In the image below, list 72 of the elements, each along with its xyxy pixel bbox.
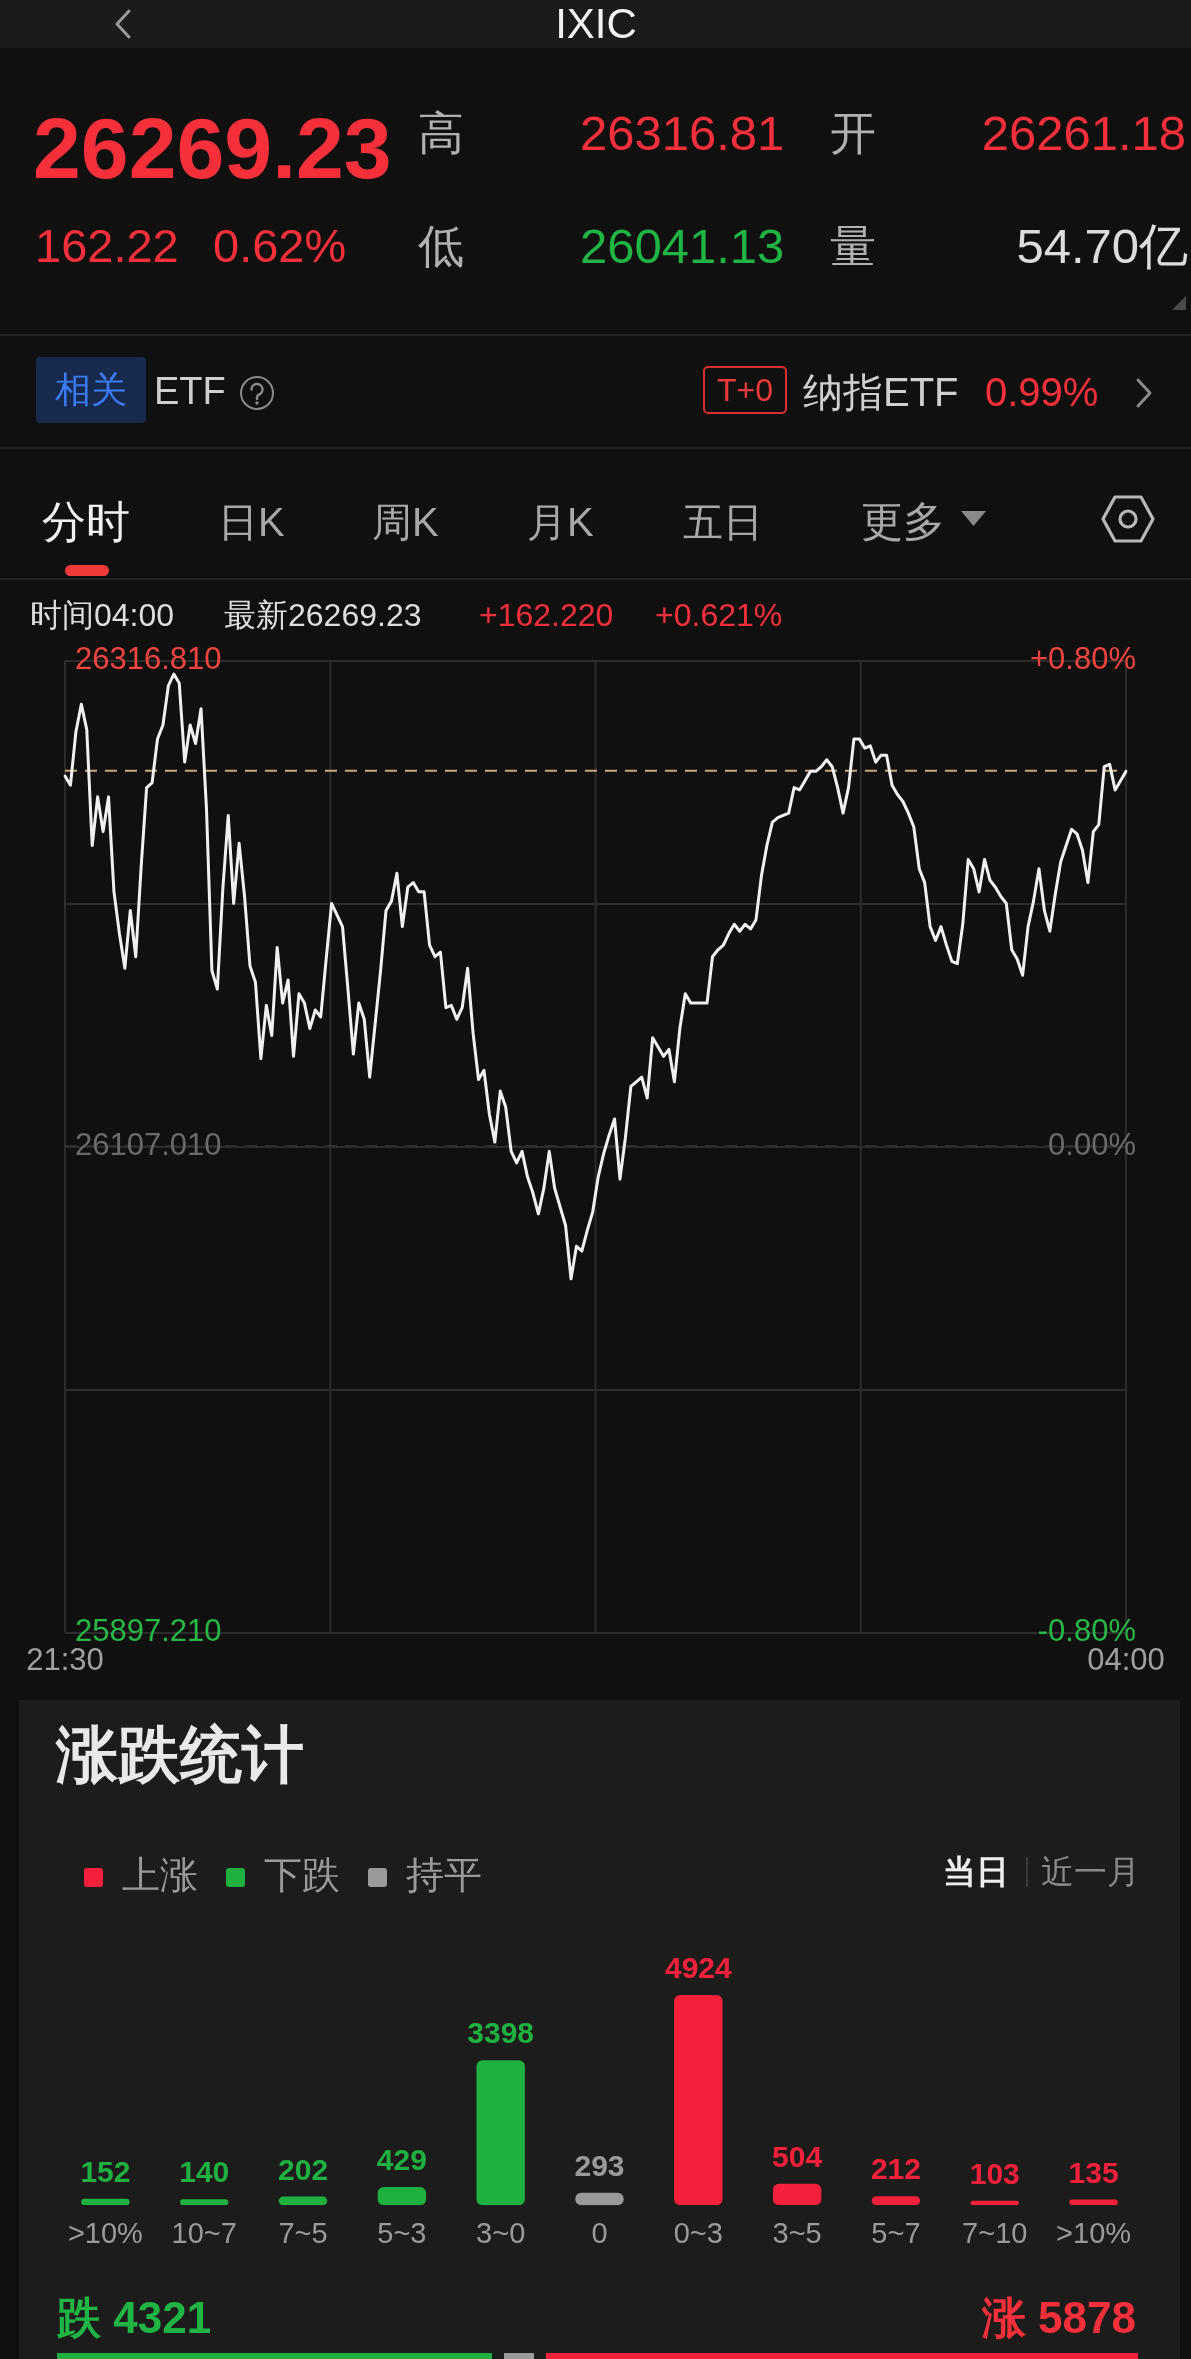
x-tick-label: 7~10 (962, 2216, 1028, 2249)
text: 高 (418, 106, 464, 160)
text: 当日 (943, 1853, 1009, 1891)
text: 低 (418, 219, 464, 273)
data-label: 152 (80, 2154, 131, 2188)
data-label: 429 (376, 2143, 427, 2177)
text: 时间04:00 (30, 596, 175, 634)
data-label: 103 (969, 2157, 1020, 2191)
text: 纳指ETF (803, 369, 959, 415)
text: 相关 (55, 369, 127, 411)
text: 量 (830, 219, 876, 273)
x-tick-label: 3~5 (772, 2216, 822, 2249)
text: 26316.81 (580, 104, 785, 162)
legend-label: 上涨 (122, 1853, 198, 1896)
x-tick-label: 10~7 (171, 2216, 237, 2249)
data-label: 202 (278, 2152, 329, 2186)
text: IXIC (555, 0, 637, 49)
data-label: 135 (1068, 2155, 1119, 2189)
bar (674, 1995, 723, 2206)
x-tick-label: >10% (1056, 2216, 1132, 2249)
text: 54.70亿 (1016, 217, 1188, 275)
text: 跌 4321 (57, 2292, 212, 2344)
text: 0.99% (985, 369, 1099, 415)
x-tick-label: >10% (67, 2216, 143, 2249)
bar (575, 2192, 624, 2206)
x-tick-label: 0 (591, 2216, 608, 2249)
text: 日K (218, 499, 285, 545)
y-tick-label: 26316.810 (75, 641, 222, 677)
bar (772, 2183, 822, 2206)
bar (278, 2196, 328, 2206)
text: 开 (830, 106, 876, 160)
bar (970, 2200, 1019, 2206)
data-label: 293 (574, 2148, 625, 2182)
text: 0.62% (213, 218, 347, 274)
text: 更多 (861, 497, 945, 547)
bar (1069, 2199, 1118, 2206)
text: 26041.13 (580, 217, 785, 275)
x-tick-label: 3~0 (476, 2216, 526, 2249)
data-label: 3398 (467, 2016, 535, 2050)
text: 近一月 (1041, 1853, 1140, 1891)
text: 五日 (683, 499, 763, 545)
legend-label: 持平 (406, 1853, 482, 1896)
bar (871, 2196, 921, 2206)
x-tick-label: 0~3 (673, 2216, 723, 2249)
text: +162.220 (479, 596, 614, 634)
bar (180, 2199, 229, 2206)
text: 月K (527, 499, 594, 545)
y2-tick-label: +0.80% (1029, 641, 1136, 677)
bar (81, 2198, 130, 2206)
data-label: 140 (179, 2155, 230, 2189)
y-tick-label: 26107.010 (75, 1127, 222, 1163)
bar (377, 2186, 427, 2206)
x-tick-label: 7~5 (278, 2216, 328, 2249)
text: 分时 (42, 496, 130, 548)
legend-label: 下跌 (264, 1853, 340, 1896)
chart-title: 涨跌统计 (55, 1720, 304, 1790)
text: ETF (154, 370, 226, 414)
x-tick-label: 5~3 (377, 2216, 427, 2249)
text: 162.22 (35, 218, 179, 274)
text: 涨 5878 (981, 2292, 1136, 2344)
data-label: 504 (772, 2139, 823, 2173)
text: 26269.23 (33, 98, 392, 198)
text: 最新26269.23 (224, 596, 422, 634)
bar (476, 2060, 525, 2206)
text: +0.621% (655, 596, 783, 634)
text: T+0 (716, 371, 774, 409)
data-label: 4924 (664, 1951, 732, 1985)
text: 26261.18 (981, 104, 1186, 162)
data-label: 212 (870, 2152, 921, 2186)
y2-tick-label: 0.00% (1048, 1127, 1136, 1163)
text: 周K (372, 499, 439, 545)
x-tick-label: 5~7 (871, 2216, 921, 2249)
